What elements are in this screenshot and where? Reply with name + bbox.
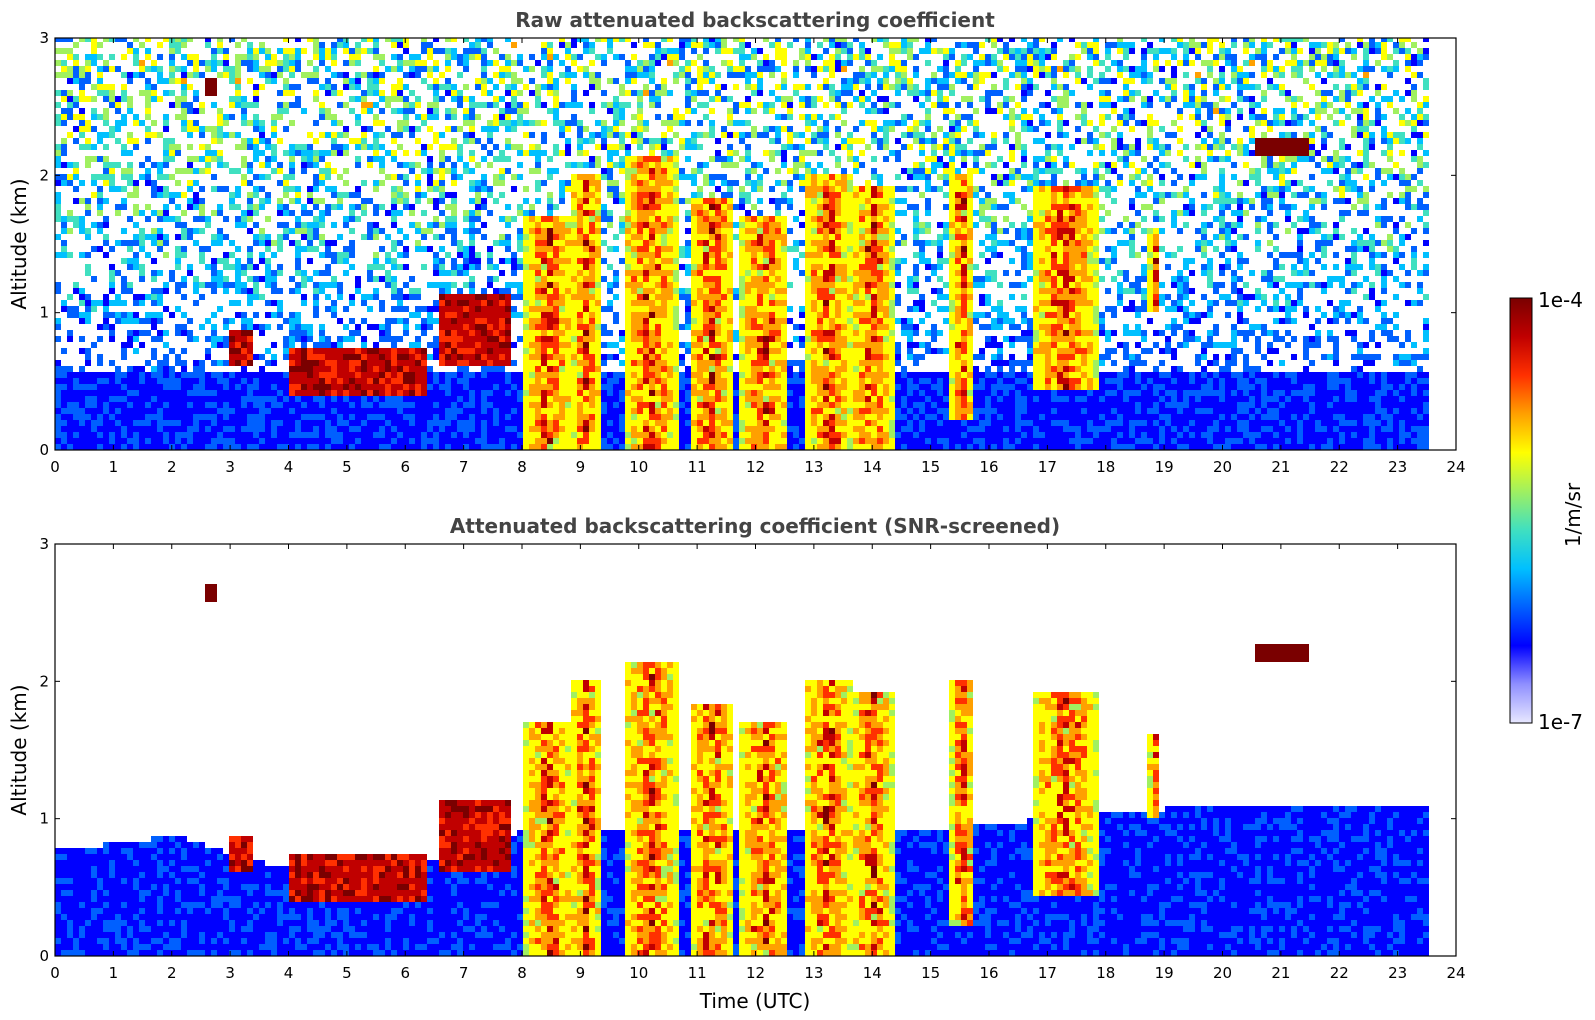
x-tick-label: 23 xyxy=(1388,458,1407,476)
x-tick-label: 2 xyxy=(167,458,177,476)
x-tick-label: 4 xyxy=(284,964,294,982)
panel-screened-ylabel: Altitude (km) xyxy=(7,684,31,815)
x-tick-label: 18 xyxy=(1096,458,1115,476)
x-tick-label: 15 xyxy=(921,964,940,982)
x-tick-label: 10 xyxy=(629,964,648,982)
y-tick-label: 3 xyxy=(39,535,49,553)
x-tick-label: 9 xyxy=(576,458,586,476)
x-tick-label: 20 xyxy=(1213,964,1232,982)
x-tick-label: 18 xyxy=(1096,964,1115,982)
panel-screened: Attenuated backscattering coefficient (S… xyxy=(7,514,1466,1013)
y-tick-label: 2 xyxy=(39,166,49,184)
colorbar-min-label: 1e-7 xyxy=(1538,710,1583,734)
x-tick-label: 17 xyxy=(1038,964,1057,982)
panel-screened-x-axis: 0 1 2 3 4 5 6 7 8 9 10 11 12 13 14 15 16 17 18 19 20 21 22 23 24 xyxy=(50,544,1466,982)
y-tick-label: 1 xyxy=(39,810,49,828)
x-tick-label: 12 xyxy=(746,458,765,476)
x-tick-label: 23 xyxy=(1388,964,1407,982)
x-tick-label: 24 xyxy=(1446,458,1465,476)
colorbar-max-label: 1e-4 xyxy=(1538,288,1583,312)
x-tick-label: 14 xyxy=(863,964,882,982)
x-tick-label: 3 xyxy=(225,964,235,982)
x-tick-label: 8 xyxy=(517,964,527,982)
x-tick-label: 7 xyxy=(459,458,469,476)
x-tick-label: 9 xyxy=(576,964,586,982)
y-tick-label: 3 xyxy=(39,29,49,47)
x-tick-label: 7 xyxy=(459,964,469,982)
x-tick-label: 11 xyxy=(688,458,707,476)
x-tick-label: 19 xyxy=(1155,458,1174,476)
x-tick-label: 6 xyxy=(400,458,410,476)
x-tick-label: 24 xyxy=(1446,964,1465,982)
y-tick-label: 2 xyxy=(39,672,49,690)
x-tick-label: 19 xyxy=(1155,964,1174,982)
colorbar-unit-label: 1/m/sr xyxy=(1561,482,1585,547)
x-tick-label: 17 xyxy=(1038,458,1057,476)
colorbar-gradient xyxy=(1509,297,1533,724)
panel-screened-xlabel: Time (UTC) xyxy=(699,989,811,1013)
x-tick-label: 0 xyxy=(50,458,60,476)
panel-raw-x-axis: 0 1 2 3 4 5 6 7 8 9 10 11 12 13 14 15 16 17 18 19 20 21 22 23 24 xyxy=(50,38,1466,476)
panel-raw: Raw attenuated backscattering coefficien… xyxy=(7,8,1466,476)
x-tick-label: 1 xyxy=(109,458,119,476)
x-tick-label: 15 xyxy=(921,458,940,476)
panel-screened-y-axis: 0 1 2 3 xyxy=(39,535,1456,965)
panel-raw-ylabel: Altitude (km) xyxy=(7,178,31,309)
x-tick-label: 3 xyxy=(225,458,235,476)
x-tick-label: 5 xyxy=(342,964,352,982)
x-tick-label: 21 xyxy=(1271,964,1290,982)
panel-screened-heatmap xyxy=(55,584,1429,956)
x-tick-label: 5 xyxy=(342,458,352,476)
panel-screened-title: Attenuated backscattering coefficient (S… xyxy=(450,514,1060,538)
x-tick-label: 11 xyxy=(688,964,707,982)
panel-raw-y-axis: 0 1 2 3 xyxy=(39,29,1456,459)
x-tick-label: 4 xyxy=(284,458,294,476)
x-tick-label: 13 xyxy=(804,964,823,982)
x-tick-label: 0 xyxy=(50,964,60,982)
x-tick-label: 13 xyxy=(804,458,823,476)
x-tick-label: 16 xyxy=(979,964,998,982)
x-tick-label: 22 xyxy=(1330,964,1349,982)
x-tick-label: 21 xyxy=(1271,458,1290,476)
x-tick-label: 12 xyxy=(746,964,765,982)
x-tick-label: 20 xyxy=(1213,458,1232,476)
x-tick-label: 14 xyxy=(863,458,882,476)
x-tick-label: 22 xyxy=(1330,458,1349,476)
x-tick-label: 16 xyxy=(979,458,998,476)
y-tick-label: 0 xyxy=(39,947,49,965)
panel-raw-title: Raw attenuated backscattering coefficien… xyxy=(515,8,995,32)
x-tick-label: 1 xyxy=(109,964,119,982)
y-tick-label: 1 xyxy=(39,304,49,322)
x-tick-label: 10 xyxy=(629,458,648,476)
x-tick-label: 8 xyxy=(517,458,527,476)
x-tick-label: 6 xyxy=(400,964,410,982)
panel-raw-heatmap xyxy=(55,38,1429,450)
y-tick-label: 0 xyxy=(39,441,49,459)
colorbar: 1e-4 1e-7 1/m/sr xyxy=(1509,288,1585,734)
x-tick-label: 2 xyxy=(167,964,177,982)
